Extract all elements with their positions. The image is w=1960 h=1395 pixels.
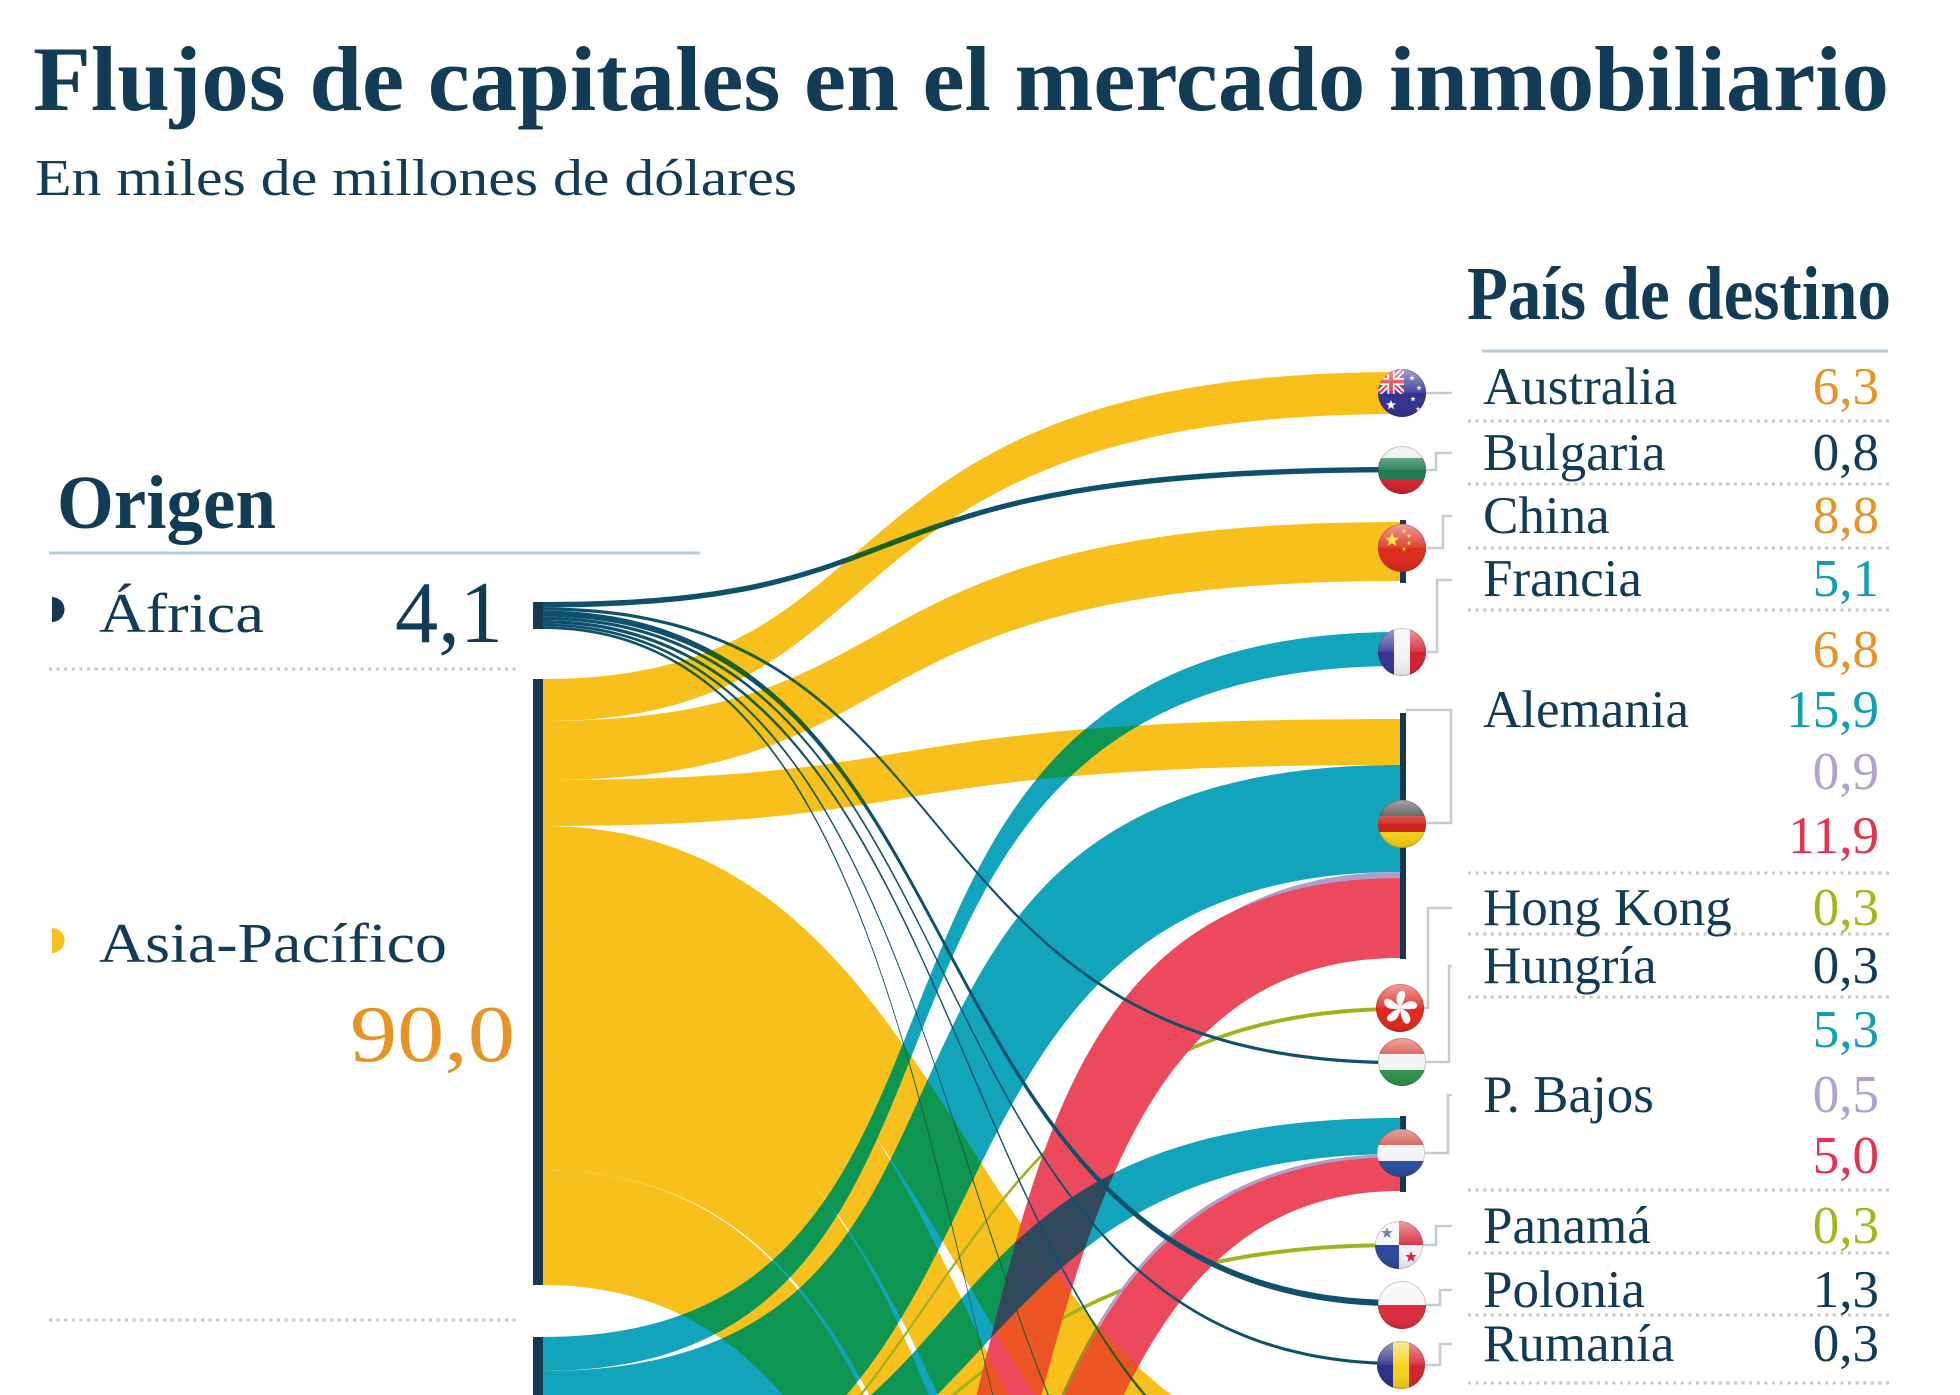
- svg-text:0,3: 0,3: [1813, 937, 1879, 995]
- svg-text:4,1: 4,1: [395, 565, 503, 662]
- svg-text:Hungría: Hungría: [1483, 937, 1657, 995]
- svg-text:Rumanía: Rumanía: [1483, 1315, 1674, 1373]
- svg-text:5,1: 5,1: [1813, 550, 1879, 608]
- svg-text:Francia: Francia: [1483, 550, 1642, 608]
- svg-text:Australia: Australia: [1483, 358, 1677, 416]
- svg-text:6,8: 6,8: [1813, 621, 1879, 679]
- svg-text:6,3: 6,3: [1813, 358, 1879, 416]
- svg-text:Origen: Origen: [57, 461, 276, 545]
- svg-text:8,8: 8,8: [1813, 487, 1879, 545]
- svg-text:0,3: 0,3: [1813, 1315, 1879, 1373]
- svg-text:0,8: 0,8: [1813, 424, 1879, 482]
- svg-text:90,0: 90,0: [350, 991, 515, 1079]
- svg-text:África: África: [99, 583, 264, 645]
- svg-text:Hong Kong: Hong Kong: [1483, 879, 1732, 937]
- svg-text:0,9: 0,9: [1813, 743, 1879, 801]
- svg-text:Flujos de capitales en el merc: Flujos de capitales en el mercado inmobi…: [33, 28, 1889, 130]
- svg-text:P. Bajos: P. Bajos: [1483, 1066, 1654, 1124]
- svg-text:0,5: 0,5: [1813, 1066, 1879, 1124]
- svg-text:Panamá: Panamá: [1483, 1197, 1651, 1255]
- svg-text:Polonia: Polonia: [1483, 1261, 1645, 1319]
- svg-text:5,3: 5,3: [1813, 1001, 1879, 1059]
- svg-text:En miles de millones de dólare: En miles de millones de dólares: [35, 150, 797, 207]
- svg-text:China: China: [1483, 487, 1610, 545]
- svg-text:0,3: 0,3: [1813, 1197, 1879, 1255]
- svg-text:Alemania: Alemania: [1483, 681, 1689, 739]
- svg-text:0,3: 0,3: [1813, 879, 1879, 937]
- svg-text:País de destino: País de destino: [1467, 252, 1891, 336]
- svg-text:11,9: 11,9: [1788, 807, 1879, 865]
- svg-text:15,9: 15,9: [1786, 681, 1879, 739]
- svg-text:1,3: 1,3: [1813, 1261, 1879, 1319]
- svg-text:Bulgaria: Bulgaria: [1483, 424, 1666, 482]
- svg-text:Asia-Pacífico: Asia-Pacífico: [99, 913, 447, 975]
- svg-text:5,0: 5,0: [1813, 1127, 1879, 1185]
